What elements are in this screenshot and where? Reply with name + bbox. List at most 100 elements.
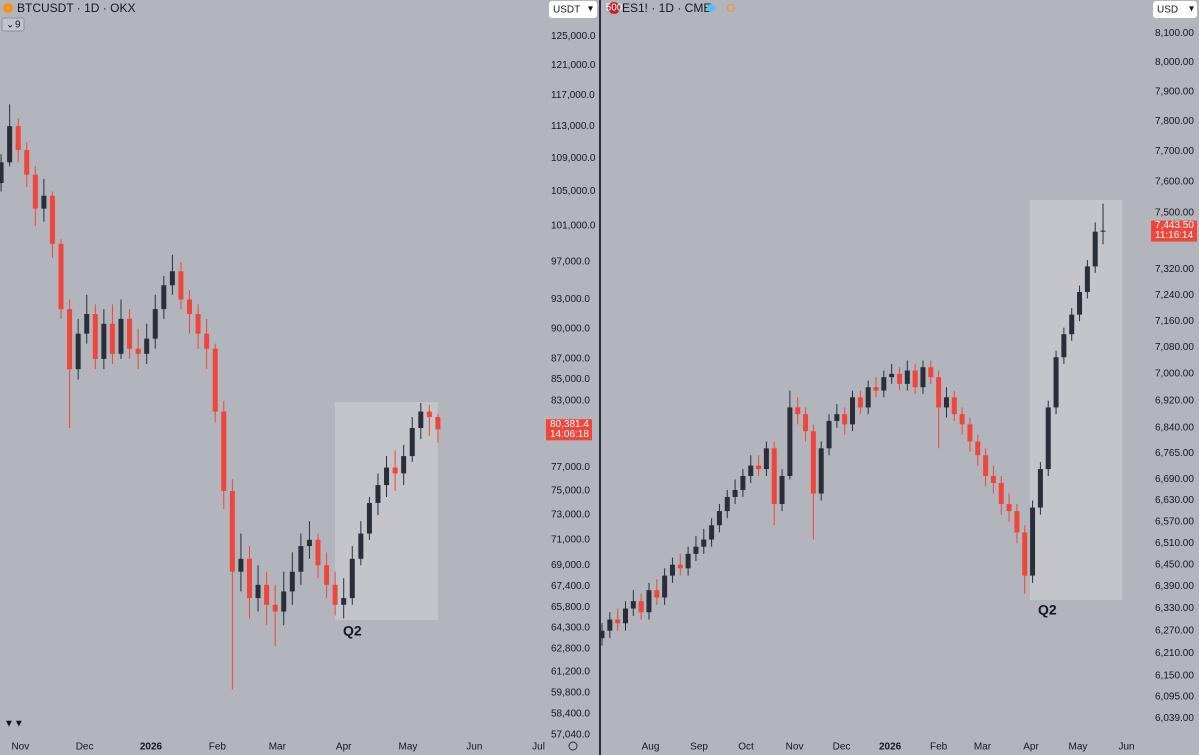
candle-body <box>109 323 115 354</box>
x-tick-label: Apr <box>336 742 352 753</box>
candle-body <box>341 598 347 605</box>
chevron: ▾ <box>588 4 593 15</box>
candle-body <box>41 195 47 209</box>
candle-body <box>959 414 965 425</box>
candle-body <box>238 558 244 572</box>
candle-body <box>135 348 141 354</box>
candle-body <box>943 397 949 408</box>
candle-body <box>701 539 707 547</box>
currency-button[interactable] <box>1153 1 1197 18</box>
candle-body <box>332 584 338 605</box>
candle-body <box>998 482 1004 505</box>
settings-icon[interactable] <box>568 741 578 751</box>
candle-body <box>599 630 605 639</box>
y-tick-label: 7,700.00 <box>1155 146 1194 157</box>
y-tick-label: 62,800.0 <box>551 644 590 655</box>
candle-body <box>58 243 64 310</box>
candle-body <box>748 465 754 477</box>
candle-body <box>990 476 996 483</box>
x-tick-label: Mar <box>269 742 287 753</box>
candle-body <box>638 601 644 613</box>
candle-body <box>826 420 832 449</box>
candle-body <box>756 465 762 470</box>
x-tick-label: Sep <box>690 742 708 753</box>
x-tick-label: Dec <box>76 742 94 753</box>
candle-body <box>709 525 715 540</box>
candle-body <box>15 126 21 151</box>
y-tick-label: 6,920.00 <box>1155 395 1194 406</box>
y-tick-label: 64,300.0 <box>551 623 590 634</box>
y-tick-label: 6,390.00 <box>1155 581 1194 592</box>
candle-body <box>724 496 730 512</box>
candle-body <box>1077 292 1083 315</box>
x-tick-label: 2026 <box>879 742 902 753</box>
candle-body <box>426 411 432 418</box>
y-tick-label: 6,510.00 <box>1155 538 1194 549</box>
candle-body <box>418 411 424 429</box>
candle-body <box>118 318 124 354</box>
candle-body <box>732 489 738 497</box>
symbol-icon <box>608 2 620 14</box>
candle-body <box>195 313 201 334</box>
y-tick-label: 7,160.00 <box>1155 316 1194 327</box>
countdown-label: 14:06:18 <box>550 429 589 440</box>
x-tick-label: Feb <box>209 742 227 753</box>
candle-body <box>161 285 167 310</box>
candle-body <box>24 150 30 175</box>
candle-body <box>1053 357 1059 408</box>
y-tick-label: 109,000.0 <box>551 153 596 164</box>
logo: ▼▼ <box>4 719 24 730</box>
candle-body <box>662 575 668 598</box>
y-tick-label: 7,240.00 <box>1155 290 1194 301</box>
y-tick-label: 57,040.0 <box>551 729 590 740</box>
candle-body <box>865 387 871 408</box>
candle-body <box>607 619 613 631</box>
indicator-toggle[interactable] <box>1 17 25 32</box>
candle-body <box>1006 504 1012 512</box>
annotation: Q2 <box>1038 602 1057 618</box>
currency: USDT <box>553 5 580 16</box>
candle-body <box>1084 266 1090 293</box>
candle-body <box>144 338 150 354</box>
candle-body <box>435 417 441 430</box>
candle-body <box>669 564 675 576</box>
x-tick-label: Jul <box>532 742 545 753</box>
y-tick-label: 59,800.0 <box>551 687 590 698</box>
chevron: ▾ <box>1189 4 1194 15</box>
y-tick-label: 125,000.0 <box>551 31 596 42</box>
x-tick-label: Oct <box>738 742 754 753</box>
candle-body <box>787 407 793 477</box>
candle-body <box>384 467 390 486</box>
candle-body <box>850 397 856 425</box>
highlight-box <box>1030 200 1122 600</box>
annotation: Q2 <box>343 623 362 639</box>
y-tick-label: 71,000.0 <box>551 534 590 545</box>
countdown-label: 11:16:14 <box>1155 230 1194 241</box>
x-tick-label: Apr <box>1023 742 1039 753</box>
candle-body <box>401 456 407 474</box>
candle-body <box>306 539 312 547</box>
candle-body <box>920 367 926 388</box>
symbol-title: ES1! · 1D · CME <box>622 1 711 15</box>
status-dot <box>707 4 715 12</box>
candle-body <box>716 511 722 526</box>
y-tick-label: 97,000.0 <box>551 257 590 268</box>
symbol-icon <box>3 3 13 13</box>
candle-body <box>873 387 879 391</box>
candle-body <box>740 476 746 490</box>
currency-button[interactable] <box>549 1 597 18</box>
candle-body <box>255 584 261 599</box>
candle-body <box>857 397 863 408</box>
candle-body <box>983 455 989 477</box>
candle-body <box>818 448 824 494</box>
candle-body <box>0 162 4 184</box>
candle-body <box>281 591 287 612</box>
x-tick-label: 2026 <box>140 742 163 753</box>
candle-body <box>272 604 278 612</box>
candle-body <box>32 174 38 209</box>
x-tick-label: Aug <box>642 742 660 753</box>
candle-body <box>904 370 910 384</box>
last-price-box <box>546 419 592 441</box>
y-tick-label: 101,000.0 <box>551 221 596 232</box>
